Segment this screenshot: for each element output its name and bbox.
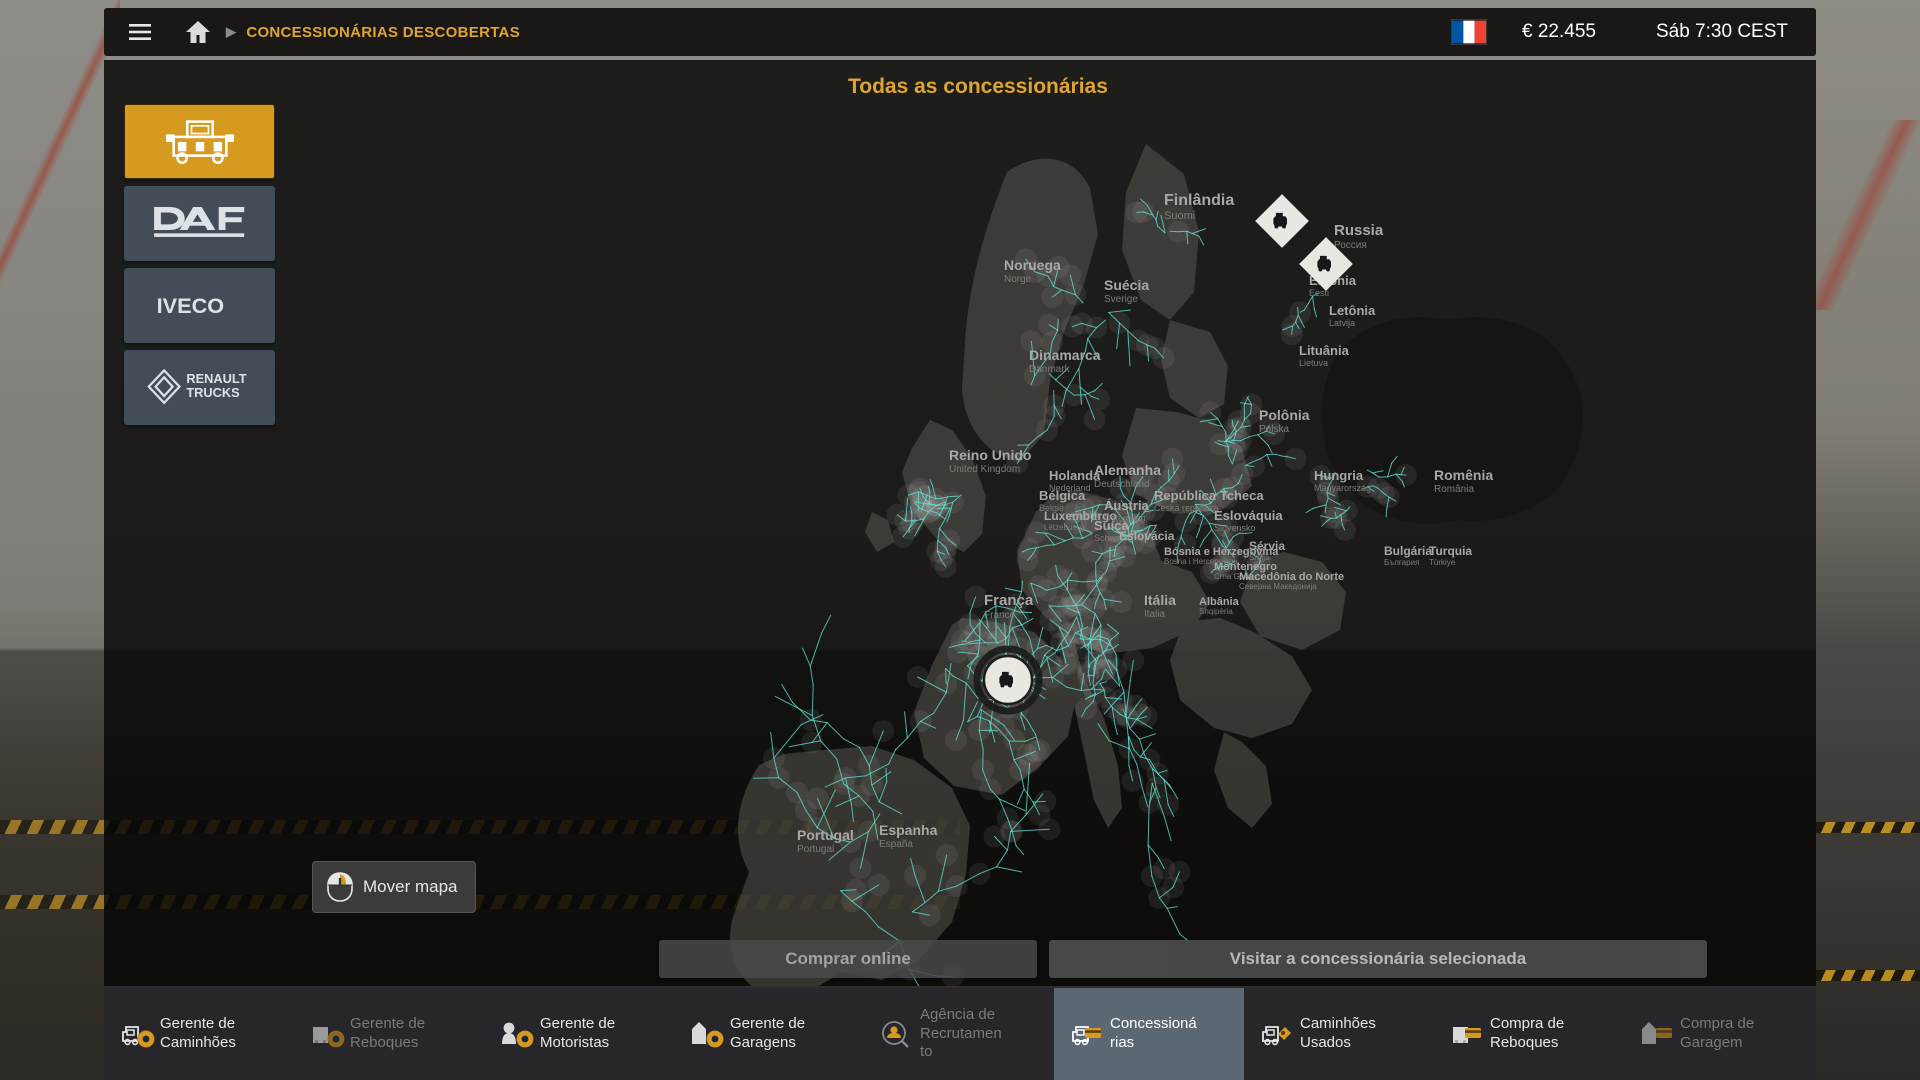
svg-text:Itália: Itália xyxy=(1144,592,1176,608)
svg-text:Portugal: Portugal xyxy=(797,844,834,855)
svg-text:Россия: Россия xyxy=(1334,240,1367,251)
svg-text:Lietuva: Lietuva xyxy=(1299,358,1328,368)
svg-text:França: França xyxy=(984,592,1034,609)
svg-text:RENAULT: RENAULT xyxy=(186,371,246,386)
svg-text:Finlândia: Finlândia xyxy=(1164,192,1234,209)
svg-text:Reino Unido: Reino Unido xyxy=(949,447,1031,463)
svg-text:Polska: Polska xyxy=(1259,424,1289,435)
svg-text:Norge: Norge xyxy=(1004,274,1032,285)
svg-text:Bélgica: Bélgica xyxy=(1039,488,1086,503)
svg-text:Eslovácia: Eslovácia xyxy=(1119,529,1175,543)
svg-text:Dinamarca: Dinamarca xyxy=(1029,347,1101,363)
svg-text:IVECO: IVECO xyxy=(156,293,223,318)
svg-text:France: France xyxy=(984,610,1016,621)
svg-text:Österreich: Österreich xyxy=(1104,513,1146,523)
svg-text:Sérvia: Sérvia xyxy=(1249,539,1285,553)
svg-text:TRUCKS: TRUCKS xyxy=(186,385,240,400)
svg-text:Alemanha: Alemanha xyxy=(1094,462,1161,478)
svg-text:República Tcheca: República Tcheca xyxy=(1154,488,1264,503)
svg-text:Noruega: Noruega xyxy=(1004,257,1061,273)
svg-text:Česká republika: Česká republika xyxy=(1154,503,1219,513)
svg-text:Russia: Russia xyxy=(1334,222,1384,239)
svg-text:España: España xyxy=(879,839,913,850)
svg-text:Lëtzebuerg: Lëtzebuerg xyxy=(1044,523,1084,532)
svg-text:Türkiye: Türkiye xyxy=(1429,558,1456,567)
svg-text:United Kingdom: United Kingdom xyxy=(949,464,1020,475)
svg-text:Latvija: Latvija xyxy=(1329,318,1355,328)
svg-text:Danmark: Danmark xyxy=(1029,364,1071,375)
svg-text:Shqipëria: Shqipëria xyxy=(1199,607,1233,616)
svg-text:Romênia: Romênia xyxy=(1434,467,1493,483)
svg-text:Portugal: Portugal xyxy=(797,827,854,843)
svg-text:Lituânia: Lituânia xyxy=(1299,343,1350,358)
svg-text:Polônia: Polônia xyxy=(1259,407,1310,423)
svg-text:Turquia: Turquia xyxy=(1429,544,1472,558)
svg-text:Bulgária: Bulgária xyxy=(1384,544,1432,558)
svg-text:Sverige: Sverige xyxy=(1104,294,1138,305)
svg-text:Deutschland: Deutschland xyxy=(1094,479,1150,490)
svg-text:Северна Македонија: Северна Македонија xyxy=(1239,582,1317,591)
svg-text:Áustria: Áustria xyxy=(1104,498,1150,513)
svg-text:Hungria: Hungria xyxy=(1314,468,1364,483)
svg-text:Slovensko: Slovensko xyxy=(1214,523,1256,533)
svg-text:Suomi: Suomi xyxy=(1164,210,1195,222)
svg-text:Espanha: Espanha xyxy=(879,822,938,838)
svg-text:Suécia: Suécia xyxy=(1104,277,1149,293)
svg-text:Italia: Italia xyxy=(1144,609,1166,620)
svg-text:Eslováquia: Eslováquia xyxy=(1214,508,1283,523)
svg-text:Letônia: Letônia xyxy=(1329,303,1376,318)
svg-text:România: România xyxy=(1434,484,1474,495)
svg-text:Magyarország: Magyarország xyxy=(1314,483,1371,493)
svg-text:България: България xyxy=(1384,558,1419,567)
